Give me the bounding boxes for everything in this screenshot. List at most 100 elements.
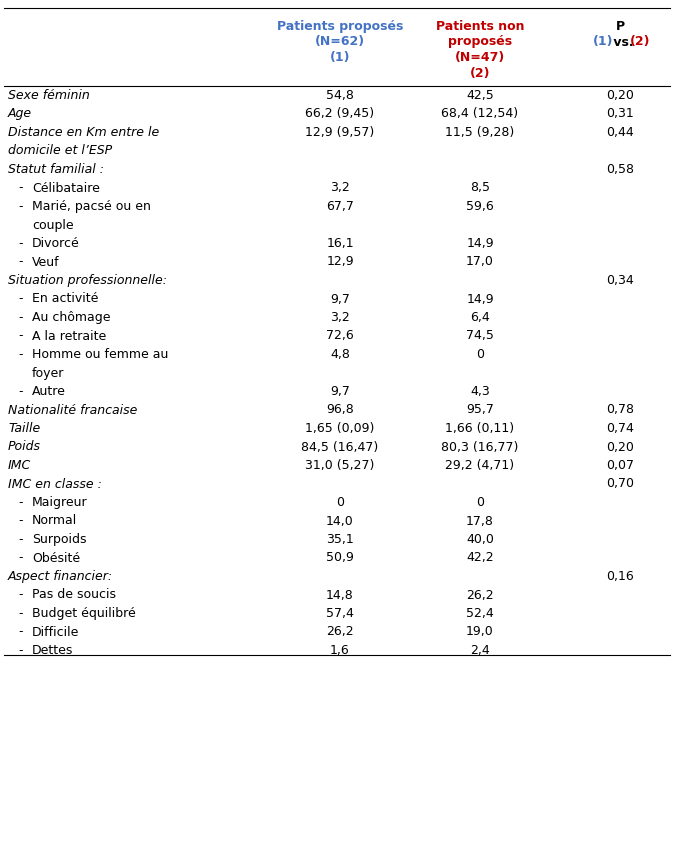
- Text: 6,4: 6,4: [470, 311, 490, 324]
- Text: 42,2: 42,2: [466, 551, 494, 565]
- Text: 0: 0: [336, 496, 344, 509]
- Text: 0,74: 0,74: [606, 422, 634, 435]
- Text: 16,1: 16,1: [326, 237, 354, 250]
- Text: Surpoids: Surpoids: [32, 533, 86, 546]
- Text: En activité: En activité: [32, 293, 98, 306]
- Text: (N=47): (N=47): [455, 51, 505, 64]
- Text: 42,5: 42,5: [466, 89, 494, 102]
- Text: 3,2: 3,2: [330, 181, 350, 194]
- Text: 14,9: 14,9: [466, 237, 494, 250]
- Text: IMC: IMC: [8, 459, 31, 472]
- Text: Poids: Poids: [8, 441, 41, 453]
- Text: 1,6: 1,6: [330, 644, 350, 657]
- Text: -: -: [18, 533, 22, 546]
- Text: Marié, pacsé ou en: Marié, pacsé ou en: [32, 200, 151, 213]
- Text: 40,0: 40,0: [466, 533, 494, 546]
- Text: (2): (2): [470, 67, 490, 79]
- Text: -: -: [18, 311, 22, 324]
- Text: Taille: Taille: [8, 422, 40, 435]
- Text: proposés: proposés: [448, 35, 512, 48]
- Text: 19,0: 19,0: [466, 625, 494, 639]
- Text: Autre: Autre: [32, 385, 66, 398]
- Text: Obésité: Obésité: [32, 551, 80, 565]
- Text: -: -: [18, 293, 22, 306]
- Text: Au chômage: Au chômage: [32, 311, 111, 324]
- Text: 29,2 (4,71): 29,2 (4,71): [446, 459, 514, 472]
- Text: -: -: [18, 551, 22, 565]
- Text: -: -: [18, 348, 22, 361]
- Text: 0,20: 0,20: [606, 89, 634, 102]
- Text: 4,8: 4,8: [330, 348, 350, 361]
- Text: -: -: [18, 329, 22, 343]
- Text: Homme ou femme au: Homme ou femme au: [32, 348, 168, 361]
- Text: Age: Age: [8, 107, 32, 121]
- Text: 0,58: 0,58: [606, 163, 634, 176]
- Text: Dettes: Dettes: [32, 644, 73, 657]
- Text: 12,9: 12,9: [326, 256, 354, 268]
- Text: 84,5 (16,47): 84,5 (16,47): [301, 441, 379, 453]
- Text: 67,7: 67,7: [326, 200, 354, 213]
- Text: 0,44: 0,44: [606, 126, 634, 139]
- Text: Normal: Normal: [32, 515, 78, 528]
- Text: IMC en classe :: IMC en classe :: [8, 478, 102, 490]
- Text: 0,34: 0,34: [606, 274, 634, 287]
- Text: Maigreur: Maigreur: [32, 496, 88, 509]
- Text: 72,6: 72,6: [326, 329, 354, 343]
- Text: (1): (1): [593, 35, 613, 48]
- Text: 59,6: 59,6: [466, 200, 494, 213]
- Text: 1,66 (0,11): 1,66 (0,11): [446, 422, 514, 435]
- Text: 2,4: 2,4: [470, 644, 490, 657]
- Text: 26,2: 26,2: [466, 588, 494, 602]
- Text: 95,7: 95,7: [466, 403, 494, 416]
- Text: -: -: [18, 625, 22, 639]
- Text: 57,4: 57,4: [326, 607, 354, 620]
- Text: (1): (1): [330, 51, 350, 64]
- Text: 11,5 (9,28): 11,5 (9,28): [446, 126, 515, 139]
- Text: Aspect financier:: Aspect financier:: [8, 570, 113, 583]
- Text: Sexe féminin: Sexe féminin: [8, 89, 90, 102]
- Text: -: -: [18, 644, 22, 657]
- Text: 17,8: 17,8: [466, 515, 494, 528]
- Text: -: -: [18, 385, 22, 398]
- Text: 14,0: 14,0: [326, 515, 354, 528]
- Text: 0,78: 0,78: [606, 403, 634, 416]
- Text: -: -: [18, 200, 22, 213]
- Text: -: -: [18, 607, 22, 620]
- Text: -: -: [18, 237, 22, 250]
- Text: 50,9: 50,9: [326, 551, 354, 565]
- Text: Statut familial :: Statut familial :: [8, 163, 104, 176]
- Text: Pas de soucis: Pas de soucis: [32, 588, 116, 602]
- Text: Patients proposés: Patients proposés: [277, 20, 403, 33]
- Text: 0,31: 0,31: [606, 107, 634, 121]
- Text: 14,8: 14,8: [326, 588, 354, 602]
- Text: 35,1: 35,1: [326, 533, 354, 546]
- Text: 12,9 (9,57): 12,9 (9,57): [305, 126, 375, 139]
- Text: -: -: [18, 496, 22, 509]
- Text: 96,8: 96,8: [326, 403, 354, 416]
- Text: vs.: vs.: [609, 35, 638, 48]
- Text: 8,5: 8,5: [470, 181, 490, 194]
- Text: Difficile: Difficile: [32, 625, 80, 639]
- Text: -: -: [18, 588, 22, 602]
- Text: couple: couple: [32, 219, 73, 231]
- Text: 9,7: 9,7: [330, 385, 350, 398]
- Text: 0,20: 0,20: [606, 441, 634, 453]
- Text: Distance en Km entre le: Distance en Km entre le: [8, 126, 159, 139]
- Text: -: -: [18, 515, 22, 528]
- Text: Divorcé: Divorcé: [32, 237, 80, 250]
- Text: 52,4: 52,4: [466, 607, 494, 620]
- Text: 4,3: 4,3: [470, 385, 490, 398]
- Text: 74,5: 74,5: [466, 329, 494, 343]
- Text: 9,7: 9,7: [330, 293, 350, 306]
- Text: Budget équilibré: Budget équilibré: [32, 607, 135, 620]
- Text: 66,2 (9,45): 66,2 (9,45): [305, 107, 375, 121]
- Text: 26,2: 26,2: [326, 625, 354, 639]
- Text: A la retraite: A la retraite: [32, 329, 106, 343]
- Text: Nationalité francaise: Nationalité francaise: [8, 403, 137, 416]
- Text: domicile et l’ESP: domicile et l’ESP: [8, 144, 112, 158]
- Text: 14,9: 14,9: [466, 293, 494, 306]
- Text: 68,4 (12,54): 68,4 (12,54): [441, 107, 518, 121]
- Text: P: P: [615, 20, 625, 33]
- Text: foyer: foyer: [32, 366, 65, 380]
- Text: Patients non: Patients non: [436, 20, 524, 33]
